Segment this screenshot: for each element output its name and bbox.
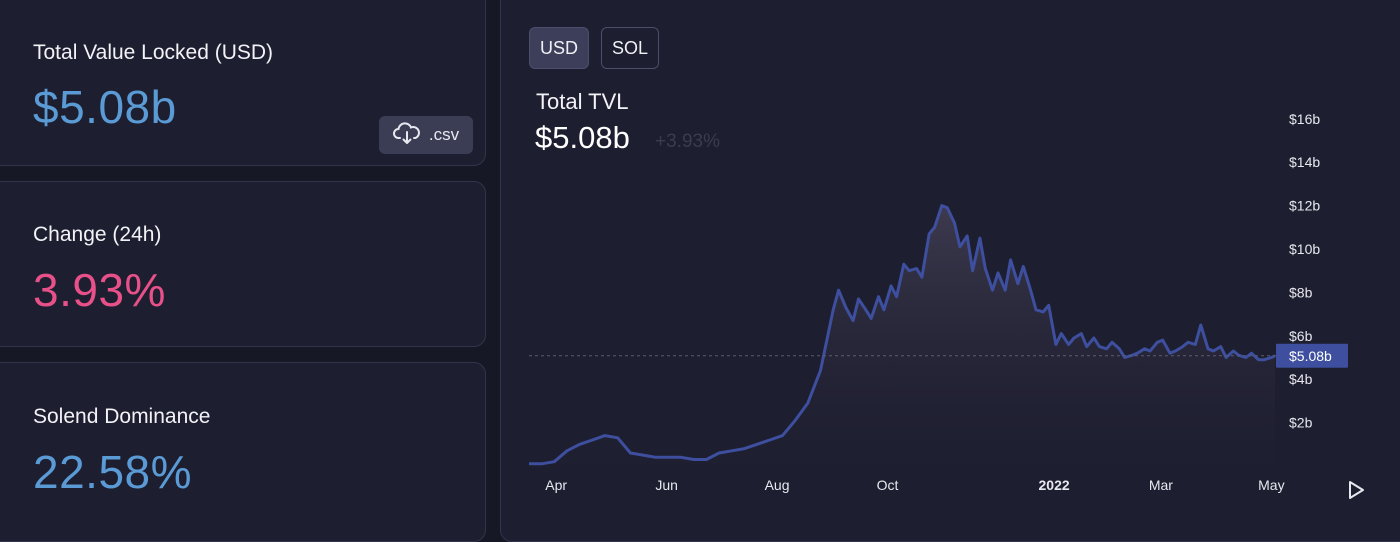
tvl-value: $5.08b [33,81,177,133]
chart-value: $5.08b [535,120,630,155]
change-label: Change (24h) [33,223,162,246]
dominance-value: 22.58% [33,446,193,498]
change-card [0,181,486,347]
dominance-label: Solend Dominance [33,405,211,428]
csv-download-button[interactable]: .csv [379,116,473,154]
cloud-download-icon [392,121,421,150]
tvl-label: Total Value Locked (USD) [33,41,274,64]
sol-toggle[interactable]: SOL [601,27,659,69]
dominance-card [0,362,486,542]
chart-card [500,0,1400,542]
usd-toggle[interactable]: USD [529,27,589,69]
play-icon [1349,481,1364,499]
csv-label: .csv [428,125,460,144]
play-button[interactable] [1344,478,1368,502]
chart-change: +3.93% [655,131,720,152]
change-value: 3.93% [33,264,166,316]
chart-title: Total TVL [536,89,629,114]
